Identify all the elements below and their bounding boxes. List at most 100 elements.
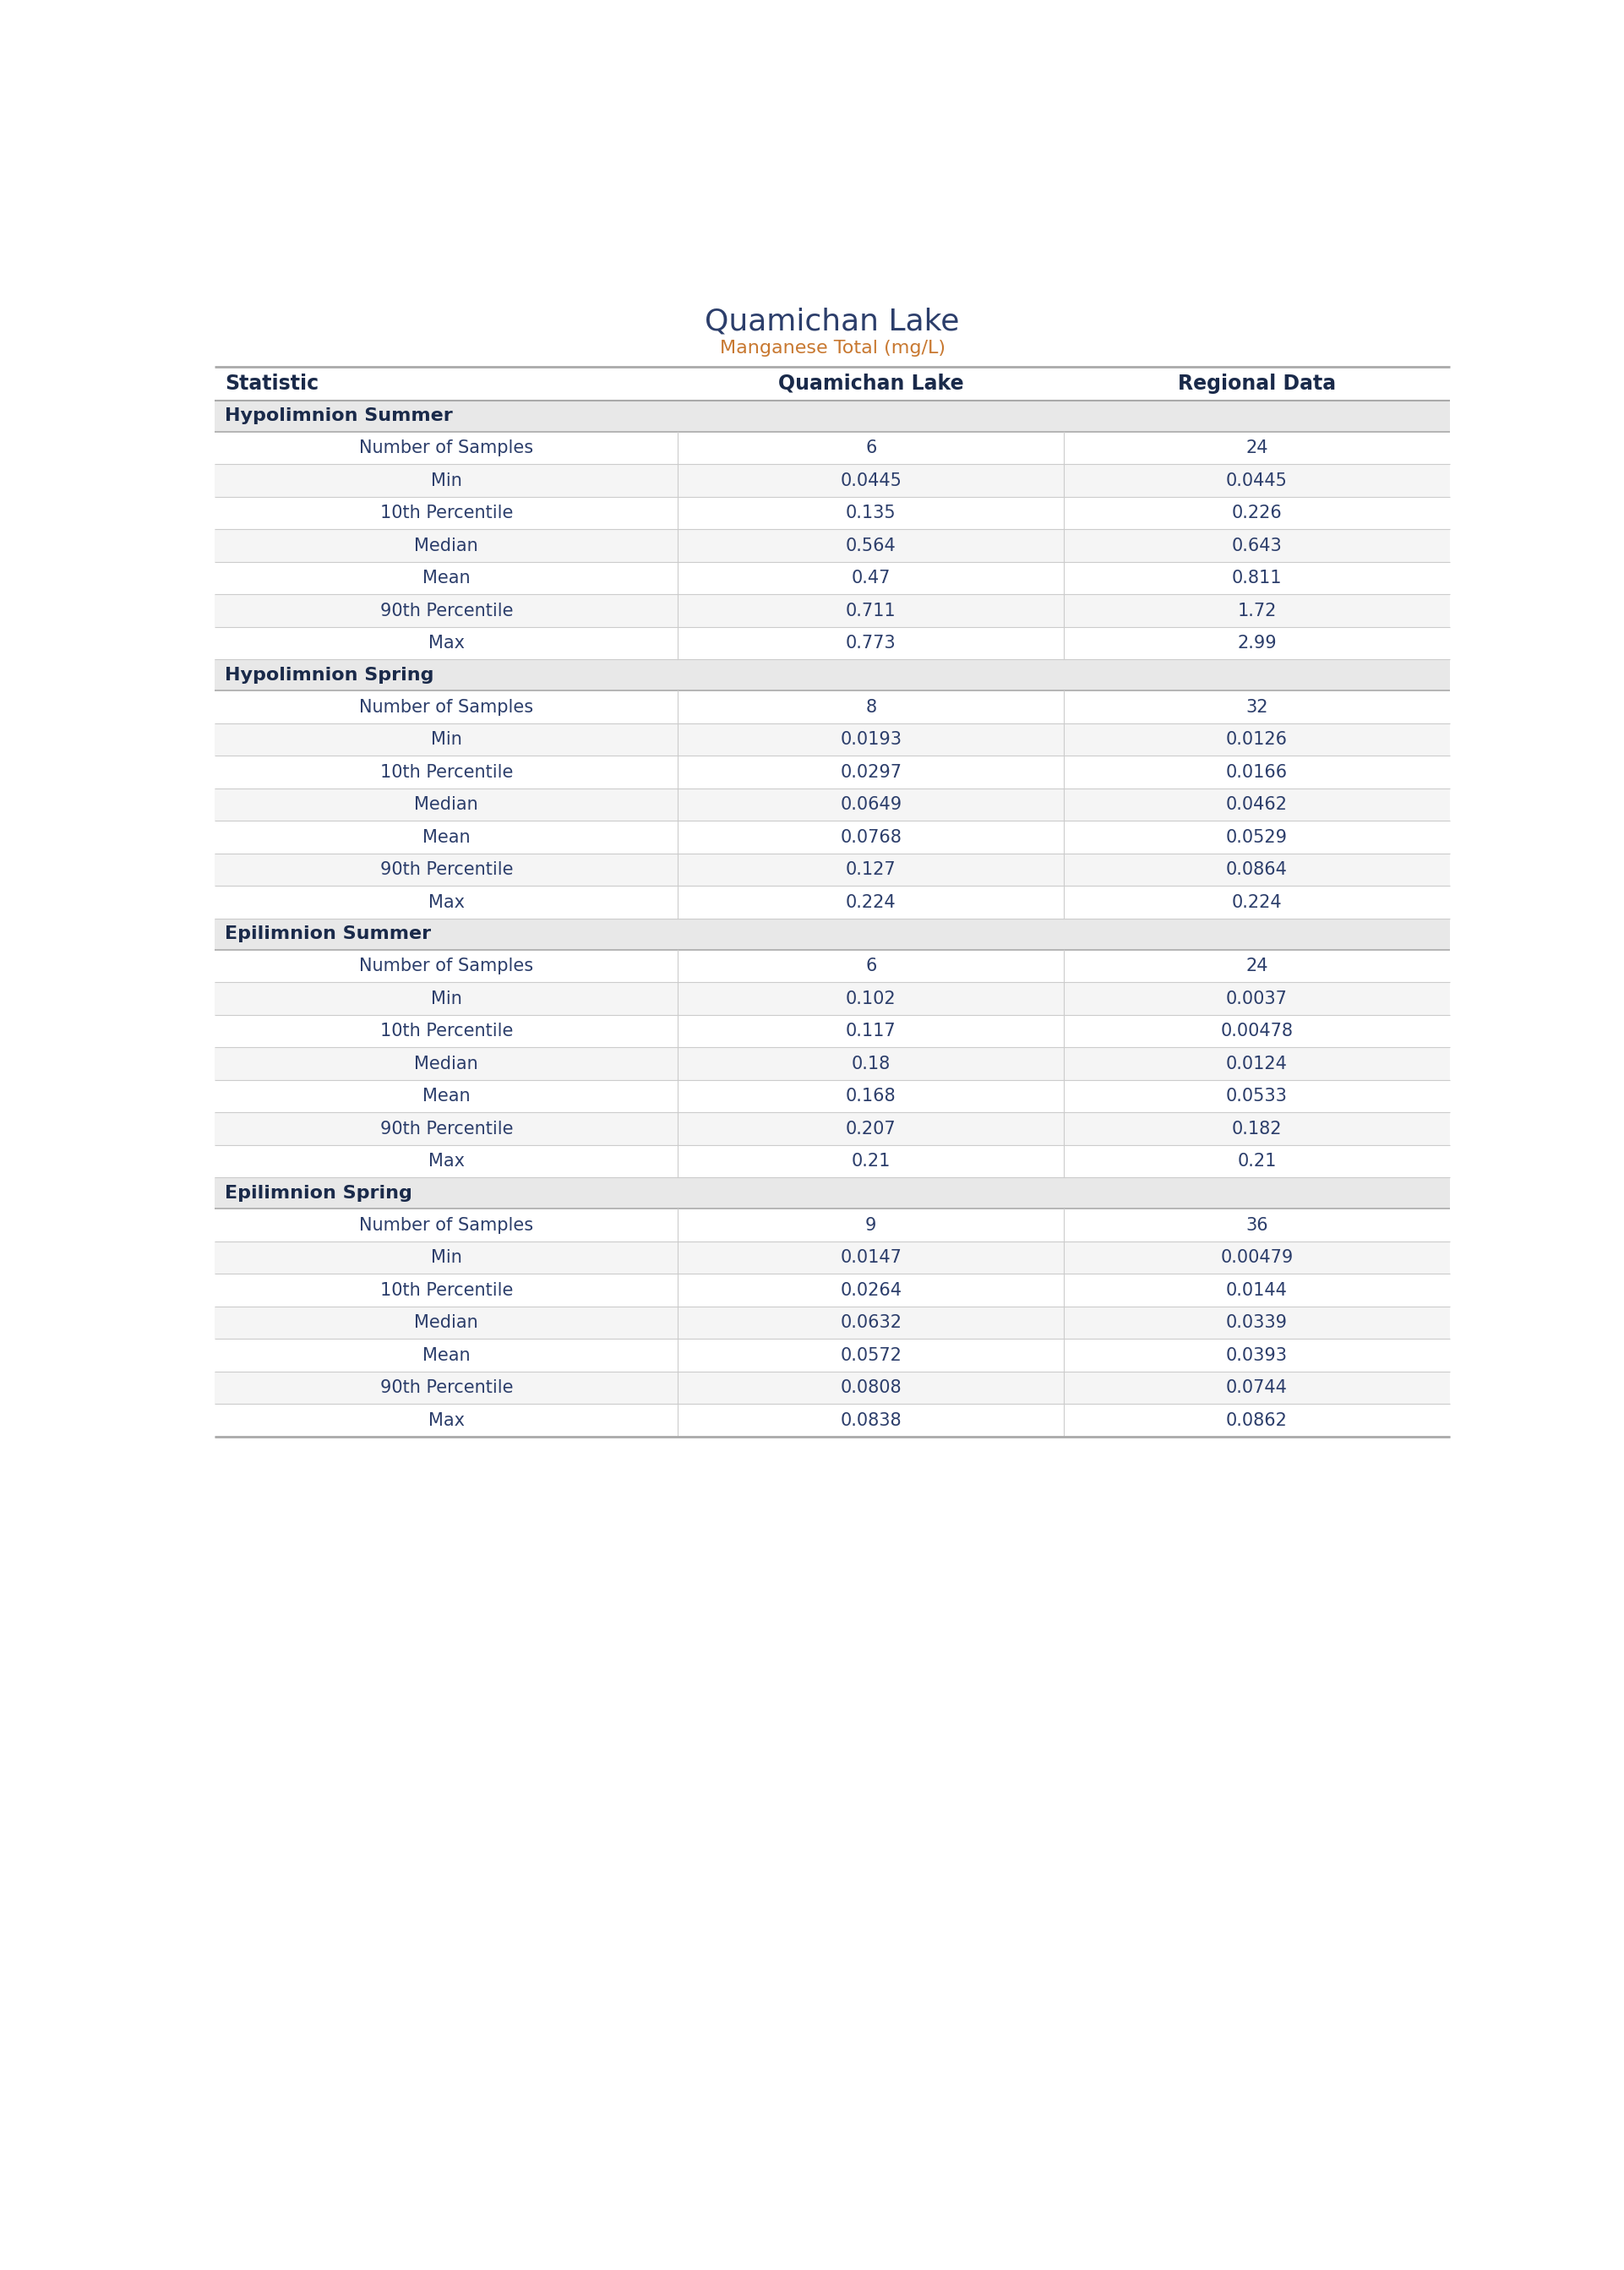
Text: Hypolimnion Summer: Hypolimnion Summer xyxy=(224,409,453,424)
Bar xyxy=(214,400,1450,431)
Bar xyxy=(214,949,1450,983)
Text: Number of Samples: Number of Samples xyxy=(359,958,533,974)
Text: 0.564: 0.564 xyxy=(846,538,896,554)
Bar xyxy=(214,431,1450,465)
Text: Number of Samples: Number of Samples xyxy=(359,699,533,715)
Text: 6: 6 xyxy=(866,958,877,974)
Text: 0.0166: 0.0166 xyxy=(1226,763,1288,781)
Bar xyxy=(214,690,1450,724)
Text: 0.182: 0.182 xyxy=(1231,1121,1281,1137)
Text: Manganese Total (mg/L): Manganese Total (mg/L) xyxy=(719,340,945,356)
Text: 0.0808: 0.0808 xyxy=(840,1380,901,1396)
Text: 0.127: 0.127 xyxy=(846,860,896,878)
Text: 0.102: 0.102 xyxy=(846,990,896,1008)
Text: 0.0649: 0.0649 xyxy=(840,797,901,813)
Bar xyxy=(214,1112,1450,1144)
Text: Median: Median xyxy=(414,1314,479,1330)
Text: Min: Min xyxy=(430,990,461,1008)
Bar xyxy=(214,1339,1450,1371)
Text: Epilimnion Summer: Epilimnion Summer xyxy=(224,926,430,942)
Bar xyxy=(214,919,1450,949)
Text: 0.0445: 0.0445 xyxy=(1226,472,1288,488)
Bar xyxy=(214,627,1450,661)
Text: 0.135: 0.135 xyxy=(846,504,896,522)
Text: 0.0393: 0.0393 xyxy=(1226,1346,1288,1364)
Text: 0.0864: 0.0864 xyxy=(1226,860,1288,878)
Text: Regional Data: Regional Data xyxy=(1177,375,1337,393)
Text: 10th Percentile: 10th Percentile xyxy=(380,1024,513,1040)
Bar xyxy=(214,529,1450,563)
Bar xyxy=(214,368,1450,400)
Text: 0.0124: 0.0124 xyxy=(1226,1056,1288,1071)
Text: 8: 8 xyxy=(866,699,877,715)
Text: 90th Percentile: 90th Percentile xyxy=(380,860,513,878)
Text: Mean: Mean xyxy=(422,829,471,847)
Bar xyxy=(214,1405,1450,1437)
Text: 10th Percentile: 10th Percentile xyxy=(380,504,513,522)
Text: 24: 24 xyxy=(1246,958,1268,974)
Bar xyxy=(214,724,1450,756)
Text: Number of Samples: Number of Samples xyxy=(359,440,533,456)
Bar xyxy=(214,1371,1450,1405)
Text: 0.0339: 0.0339 xyxy=(1226,1314,1288,1330)
Text: Mean: Mean xyxy=(422,1346,471,1364)
Text: 0.0744: 0.0744 xyxy=(1226,1380,1288,1396)
Text: 90th Percentile: 90th Percentile xyxy=(380,1121,513,1137)
Bar xyxy=(214,788,1450,822)
Text: 0.643: 0.643 xyxy=(1231,538,1281,554)
Text: Max: Max xyxy=(429,1153,464,1169)
Text: Statistic: Statistic xyxy=(224,375,318,393)
Bar xyxy=(214,563,1450,595)
Text: Median: Median xyxy=(414,1056,479,1071)
Text: 10th Percentile: 10th Percentile xyxy=(380,763,513,781)
Text: 90th Percentile: 90th Percentile xyxy=(380,1380,513,1396)
Text: 1.72: 1.72 xyxy=(1237,602,1276,620)
Text: Epilimnion Spring: Epilimnion Spring xyxy=(224,1185,412,1201)
Text: 6: 6 xyxy=(866,440,877,456)
Text: 24: 24 xyxy=(1246,440,1268,456)
Text: 0.0147: 0.0147 xyxy=(840,1249,901,1267)
Text: 0.117: 0.117 xyxy=(846,1024,896,1040)
Text: 10th Percentile: 10th Percentile xyxy=(380,1283,513,1298)
Text: 0.0264: 0.0264 xyxy=(840,1283,901,1298)
Text: 0.224: 0.224 xyxy=(1231,894,1281,910)
Bar xyxy=(214,1308,1450,1339)
Text: 0.0533: 0.0533 xyxy=(1226,1087,1288,1105)
Text: Max: Max xyxy=(429,894,464,910)
Text: 2.99: 2.99 xyxy=(1237,636,1276,651)
Text: 0.21: 0.21 xyxy=(851,1153,890,1169)
Text: 36: 36 xyxy=(1246,1217,1268,1233)
Text: 0.18: 0.18 xyxy=(851,1056,890,1071)
Text: 90th Percentile: 90th Percentile xyxy=(380,602,513,620)
Text: 0.0144: 0.0144 xyxy=(1226,1283,1288,1298)
Text: Min: Min xyxy=(430,1249,461,1267)
Text: Mean: Mean xyxy=(422,1087,471,1105)
Bar xyxy=(214,983,1450,1015)
Text: Max: Max xyxy=(429,1412,464,1428)
Text: 0.0529: 0.0529 xyxy=(1226,829,1288,847)
Text: 0.00478: 0.00478 xyxy=(1221,1024,1293,1040)
Text: Median: Median xyxy=(414,797,479,813)
Bar xyxy=(214,1242,1450,1273)
Text: 0.207: 0.207 xyxy=(846,1121,896,1137)
Text: 0.0838: 0.0838 xyxy=(840,1412,901,1428)
Text: Min: Min xyxy=(430,731,461,749)
Text: 0.168: 0.168 xyxy=(846,1087,896,1105)
Bar xyxy=(214,1015,1450,1046)
Text: 0.0037: 0.0037 xyxy=(1226,990,1288,1008)
Text: 0.0126: 0.0126 xyxy=(1226,731,1288,749)
Bar xyxy=(214,1046,1450,1081)
Text: 9: 9 xyxy=(866,1217,877,1233)
Text: 0.00479: 0.00479 xyxy=(1220,1249,1293,1267)
Bar xyxy=(214,1081,1450,1112)
Text: 0.0768: 0.0768 xyxy=(840,829,901,847)
Text: 32: 32 xyxy=(1246,699,1268,715)
Text: Mean: Mean xyxy=(422,570,471,586)
Text: Hypolimnion Spring: Hypolimnion Spring xyxy=(224,667,434,683)
Bar xyxy=(214,1178,1450,1210)
Text: 0.0193: 0.0193 xyxy=(840,731,901,749)
Bar xyxy=(214,1273,1450,1308)
Text: 0.0572: 0.0572 xyxy=(840,1346,901,1364)
Bar xyxy=(214,1210,1450,1242)
Text: Min: Min xyxy=(430,472,461,488)
